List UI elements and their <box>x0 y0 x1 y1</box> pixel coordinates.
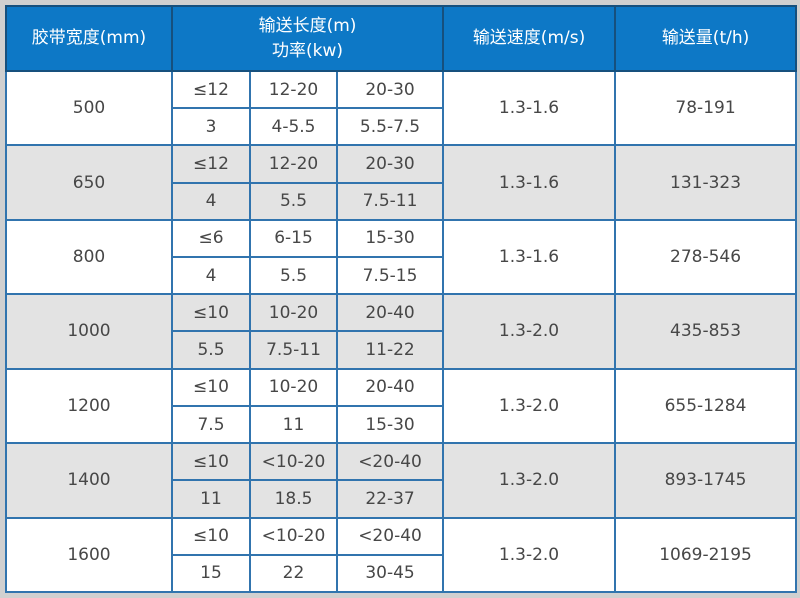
conveyor-spec-table: 胶带宽度(mm) 输送长度(m) 功率(kw) 输送速度(m/s) 输送量(t/… <box>5 5 798 594</box>
power-cell: 7.5-11 <box>249 330 338 370</box>
row-group-650: 650 ≤12 12-20 20-30 1.3-1.6 131-323 4 5.… <box>5 144 798 221</box>
power-cell: 15-30 <box>335 404 445 445</box>
power-cell: 30-45 <box>335 553 445 594</box>
speed-cell: 1.3-2.0 <box>442 367 617 445</box>
power-cell: 5.5 <box>249 256 338 296</box>
belt-width-cell: 1400 <box>5 442 173 519</box>
capacity-cell: 655-1284 <box>614 367 798 445</box>
length-cell: 10-20 <box>249 293 338 333</box>
power-cell: 3 <box>171 107 251 147</box>
length-cell: <20-40 <box>335 442 445 482</box>
capacity-cell: 278-546 <box>614 218 798 296</box>
length-cell: ≤10 <box>171 516 251 556</box>
power-cell: 4 <box>171 181 251 221</box>
speed-cell: 1.3-1.6 <box>442 69 617 147</box>
length-cell: <10-20 <box>249 516 338 556</box>
length-cell: 12-20 <box>249 69 338 110</box>
row-group-500: 500 ≤12 12-20 20-30 1.3-1.6 78-191 3 4-5… <box>5 69 798 147</box>
table-row: 800 ≤6 6-15 15-30 1.3-1.6 278-546 <box>5 218 798 296</box>
length-cell: 12-20 <box>249 144 338 184</box>
length-cell: <20-40 <box>335 516 445 556</box>
col-header-length-line: 输送长度(m) <box>258 15 357 36</box>
table-row: 5.5 7.5-11 11-22 <box>6 330 796 370</box>
length-cell: <10-20 <box>249 442 338 482</box>
belt-width-cell: 1600 <box>5 516 173 594</box>
power-cell: 15 <box>171 553 251 594</box>
table-row: 650 ≤12 12-20 20-30 1.3-1.6 131-323 <box>5 144 798 221</box>
table-row: 1600 ≤10 <10-20 <20-40 1.3-2.0 1069-2195 <box>5 516 798 594</box>
row-group-800: 800 ≤6 6-15 15-30 1.3-1.6 278-546 4 5.5 … <box>5 218 798 296</box>
table-row: 1000 ≤10 10-20 20-40 1.3-2.0 435-853 <box>5 293 798 370</box>
conveyor-spec-table-container: 胶带宽度(mm) 输送长度(m) 功率(kw) 输送速度(m/s) 输送量(t/… <box>5 5 798 594</box>
col-header-speed: 输送速度(m/s) <box>442 5 617 72</box>
speed-cell: 1.3-1.6 <box>442 218 617 296</box>
length-cell: ≤6 <box>171 218 251 259</box>
length-cell: 20-40 <box>335 367 445 407</box>
table-row: 15 22 30-45 <box>6 553 796 594</box>
row-group-1400: 1400 ≤10 <10-20 <20-40 1.3-2.0 893-1745 … <box>5 442 798 519</box>
length-cell: 10-20 <box>249 367 338 407</box>
power-cell: 11 <box>171 479 251 519</box>
capacity-cell: 78-191 <box>614 69 798 147</box>
length-cell: 6-15 <box>249 218 338 259</box>
length-cell: ≤12 <box>171 69 251 110</box>
header-row: 胶带宽度(mm) 输送长度(m) 功率(kw) 输送速度(m/s) 输送量(t/… <box>5 5 798 72</box>
power-cell: 5.5 <box>171 330 251 370</box>
power-cell: 18.5 <box>249 479 338 519</box>
power-cell: 4-5.5 <box>249 107 338 147</box>
col-header-length-power: 输送长度(m) 功率(kw) <box>170 5 445 72</box>
belt-width-cell: 800 <box>5 218 173 296</box>
power-cell: 5.5-7.5 <box>335 107 445 147</box>
power-cell: 22-37 <box>335 479 445 519</box>
power-cell: 11 <box>249 404 338 445</box>
table-row: 500 ≤12 12-20 20-30 1.3-1.6 78-191 <box>5 69 798 147</box>
length-cell: 15-30 <box>335 218 445 259</box>
power-cell: 4 <box>171 256 251 296</box>
col-header-power-line: 功率(kw) <box>272 40 344 61</box>
speed-cell: 1.3-2.0 <box>442 442 617 519</box>
capacity-cell: 435-853 <box>614 293 798 370</box>
length-cell: 20-30 <box>335 69 445 110</box>
power-cell: 22 <box>249 553 338 594</box>
table-row: 1200 ≤10 10-20 20-40 1.3-2.0 655-1284 <box>5 367 798 445</box>
length-cell: 20-30 <box>335 144 445 184</box>
power-cell: 11-22 <box>335 330 445 370</box>
table-row: 11 18.5 22-37 <box>6 479 796 519</box>
col-header-belt-width: 胶带宽度(mm) <box>5 5 173 72</box>
table-row: 1400 ≤10 <10-20 <20-40 1.3-2.0 893-1745 <box>5 442 798 519</box>
capacity-cell: 1069-2195 <box>614 516 798 594</box>
length-cell: ≤10 <box>171 293 251 333</box>
row-group-1200: 1200 ≤10 10-20 20-40 1.3-2.0 655-1284 7.… <box>5 367 798 445</box>
belt-width-cell: 500 <box>5 69 173 147</box>
table-row: 7.5 11 15-30 <box>6 404 796 445</box>
speed-cell: 1.3-1.6 <box>442 144 617 221</box>
length-cell: ≤12 <box>171 144 251 184</box>
length-cell: ≤10 <box>171 442 251 482</box>
belt-width-cell: 1000 <box>5 293 173 370</box>
row-group-1000: 1000 ≤10 10-20 20-40 1.3-2.0 435-853 5.5… <box>5 293 798 370</box>
power-cell: 7.5-15 <box>335 256 445 296</box>
table-row: 3 4-5.5 5.5-7.5 <box>6 107 796 147</box>
row-group-1600: 1600 ≤10 <10-20 <20-40 1.3-2.0 1069-2195… <box>5 516 798 594</box>
capacity-cell: 893-1745 <box>614 442 798 519</box>
power-cell: 7.5 <box>171 404 251 445</box>
belt-width-cell: 1200 <box>5 367 173 445</box>
table-header: 胶带宽度(mm) 输送长度(m) 功率(kw) 输送速度(m/s) 输送量(t/… <box>5 5 798 72</box>
length-cell: ≤10 <box>171 367 251 407</box>
capacity-cell: 131-323 <box>614 144 798 221</box>
power-cell: 5.5 <box>249 181 338 221</box>
table-row: 4 5.5 7.5-11 <box>6 181 796 221</box>
speed-cell: 1.3-2.0 <box>442 293 617 370</box>
belt-width-cell: 650 <box>5 144 173 221</box>
col-header-capacity: 输送量(t/h) <box>614 5 798 72</box>
power-cell: 7.5-11 <box>335 181 445 221</box>
table-row: 4 5.5 7.5-15 <box>6 256 796 296</box>
speed-cell: 1.3-2.0 <box>442 516 617 594</box>
length-cell: 20-40 <box>335 293 445 333</box>
